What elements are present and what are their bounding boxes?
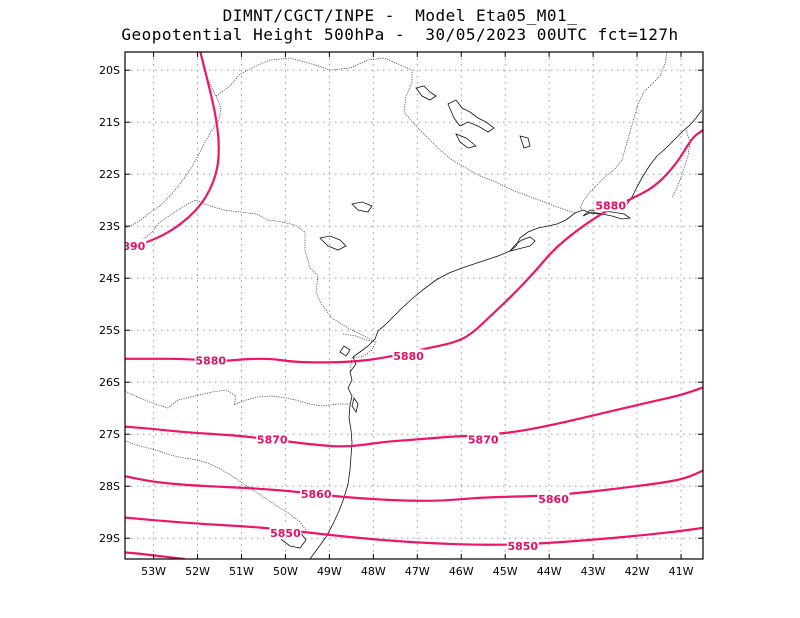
contour-label: 5880 [595,199,626,212]
state-border [125,199,373,341]
lat-tick-label: 23S [99,220,120,233]
state-border [579,52,668,211]
contour-label-bg [506,539,539,552]
lon-tick-label: 51W [229,565,254,578]
lon-tick-label: 45W [493,565,518,578]
contour-label-bg [269,526,302,539]
contour-label: 5860 [538,493,569,506]
reservoir-outline [519,135,531,149]
lon-tick-label: 50W [273,565,298,578]
state-border [125,52,222,229]
lon-tick-label: 52W [185,565,210,578]
contour-label-bg [467,432,500,446]
height-contours [125,52,703,559]
contour-label-bg [256,432,289,446]
island-outline [339,345,351,357]
contour-labels: 890 5880 5880 5880 5870 5870 5860 5860 5850 5850 [122,198,627,553]
lat-tick-label: 26S [99,376,120,389]
contour-label-bg [392,349,425,363]
contour-label: 5870 [257,433,288,446]
lon-tick-label: 46W [449,565,474,578]
contour-5860 [125,469,703,502]
contour-label-bg [125,238,147,252]
contour-label: 5880 [195,354,226,367]
axis-ticks: 53W 52W 51W 50W 49W 48W 47W 46W 45W 44W 43W 42W 41W 2… [99,52,703,578]
title-line-1: DIMNT/CGCT/INPE - Model Eta05_M01_ [222,6,578,25]
bay-outline [508,236,536,252]
reservoir-outline [319,235,347,251]
lon-tick-label: 47W [405,565,430,578]
lon-tick-label: 42W [625,565,650,578]
lon-tick-label: 49W [317,565,342,578]
state-border [215,57,576,214]
reservoir-outline [447,99,495,133]
contour-label: 890 [122,240,145,253]
lon-tick-label: 53W [141,565,166,578]
contour-label: 5850 [270,527,301,540]
title-line-2: Geopotential Height 500hPa - 30/05/2023 … [121,25,679,44]
lat-tick-label: 27S [99,428,120,441]
lat-tick-label: 21S [99,116,120,129]
lat-tick-label: 25S [99,324,120,337]
lat-tick-label: 28S [99,480,120,493]
contour-label: 5860 [301,488,332,501]
island-outline [351,397,359,413]
lat-tick-label: 22S [99,168,120,181]
lon-tick-label: 43W [581,565,606,578]
lon-tick-label: 41W [669,565,694,578]
map-frame [124,51,704,560]
lat-tick-label: 29S [99,532,120,545]
contour-label-bg [537,492,570,506]
contour-label: 5850 [507,540,538,553]
reservoir-outline [455,133,477,149]
lat-tick-label: 20S [99,64,120,77]
state-border [342,333,377,373]
state-border [125,389,350,409]
coastline [309,109,703,559]
contour-5870 [125,386,703,448]
contour-label: 5870 [468,433,499,446]
contour-label-bg [594,198,627,212]
graticule-grid [125,52,703,559]
reservoir-outline [415,85,437,101]
contour-5850 [125,516,703,546]
lon-tick-label: 48W [361,565,386,578]
lon-tick-label: 44W [537,565,562,578]
contour-5880 [125,128,703,364]
coastline-and-borders [125,52,703,559]
contour-label: 5880 [393,350,424,363]
contour-5890 [125,52,220,251]
contour-label-bg [194,353,227,367]
contour-label-bg [300,487,333,500]
lat-tick-label: 24S [99,272,120,285]
reservoir-outline [351,201,373,213]
